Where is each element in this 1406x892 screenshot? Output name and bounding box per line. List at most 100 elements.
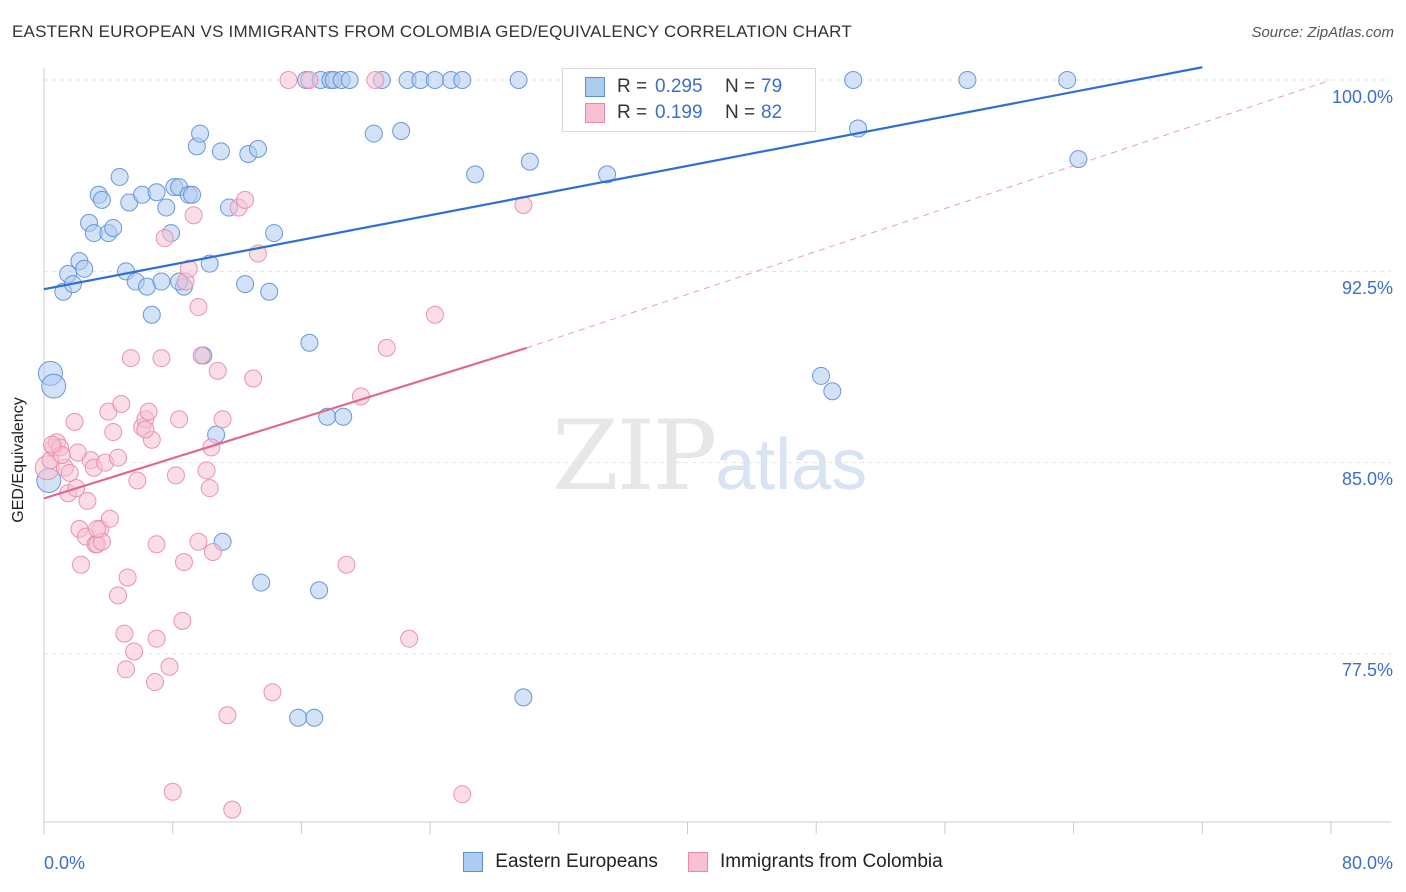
colombia-point [279, 71, 298, 89]
colombia-point [147, 535, 166, 554]
colombia-point [155, 229, 174, 248]
colombia-point [208, 361, 227, 380]
colombia-point [263, 683, 282, 702]
colombia-point [65, 412, 84, 431]
x-tick-label-min: 0.0% [44, 853, 86, 873]
colombia-point [109, 586, 128, 605]
colombia-point [218, 706, 237, 725]
eastern-european-point [812, 366, 831, 385]
colombia-point [100, 509, 119, 528]
colombia-point [68, 443, 87, 462]
eastern-european-point [211, 142, 230, 161]
eastern-european-point [147, 183, 166, 202]
colombia-point [166, 466, 185, 485]
colombia-point [118, 568, 137, 587]
pink-swatch [585, 103, 605, 123]
colombia-point [223, 800, 242, 819]
colombia-point [147, 629, 166, 648]
colombia-point [244, 369, 263, 388]
colombia-point [136, 420, 155, 439]
colombia-point [453, 785, 472, 804]
colombia-point [300, 71, 319, 89]
colombia-point [139, 402, 158, 421]
eastern-european-point [110, 167, 129, 186]
colombia-point [425, 305, 444, 324]
eastern-european-point [453, 71, 472, 89]
eastern-european-point [104, 218, 123, 237]
colombia-point [128, 471, 147, 490]
eastern-european-point [1069, 150, 1088, 169]
colombia-point [179, 259, 198, 278]
r-label: R = [617, 102, 648, 123]
series-legend: Eastern Europeans Immigrants from Colomb… [0, 851, 1406, 873]
eastern-european-point [466, 165, 485, 184]
colombia-point [43, 435, 62, 454]
eastern-european-point [1058, 71, 1077, 89]
colombia-point [78, 491, 97, 510]
eastern-european-point [41, 373, 67, 399]
eastern-european-point [260, 282, 279, 301]
r-label: R = [617, 76, 648, 97]
eastern-european-point [392, 122, 411, 141]
y-tick-label-85: 85.0% [1341, 469, 1393, 489]
legend-item-eastern-europeans: Eastern Europeans [463, 851, 658, 873]
y-tick-label-77-5: 77.5% [1341, 660, 1393, 680]
colombia-point [173, 611, 192, 630]
eastern-european-point [364, 124, 383, 143]
eastern-european-point [236, 275, 255, 294]
colombia-point [203, 542, 222, 561]
eastern-european-point [200, 254, 219, 273]
colombia-point [121, 349, 140, 368]
colombia-point [377, 338, 396, 357]
watermark: ZIPatlas [552, 400, 867, 512]
y-tick-label-100: 100.0% [1331, 87, 1393, 107]
watermark-zip: ZIP [552, 400, 717, 512]
eastern-european-point [265, 224, 284, 243]
colombia-point [213, 410, 232, 429]
colombia-point [72, 555, 91, 574]
colombia-point [170, 410, 189, 429]
blue-swatch [463, 852, 484, 872]
colombia-point [152, 349, 171, 368]
pink-swatch [687, 852, 708, 872]
stats-legend-row-colombia: R = 0.199 N = 82 [585, 101, 782, 125]
eastern-european-point [289, 708, 308, 727]
eastern-european-point [823, 382, 842, 401]
eastern-european-point [340, 71, 359, 89]
eastern-european-point [183, 185, 202, 204]
eastern-european-point [157, 198, 176, 217]
colombia-point [60, 463, 79, 482]
colombia-point [163, 782, 182, 801]
colombia-point [115, 624, 134, 643]
eastern-european-point [520, 152, 539, 171]
colombia-point [192, 346, 211, 365]
colombia-point [146, 673, 165, 692]
eastern-european-point [425, 71, 444, 89]
eastern-european-point [300, 333, 319, 352]
eastern-european-point [509, 71, 528, 89]
colombia-point [337, 555, 356, 574]
colombia-point [202, 438, 221, 457]
eastern-european-point [334, 407, 353, 426]
y-tick-label-92-5: 92.5% [1341, 278, 1393, 298]
n-value: 79 [761, 76, 783, 97]
eastern-european-point [92, 190, 111, 209]
eastern-european-point [844, 71, 863, 89]
colombia-point [184, 206, 203, 225]
n-label: N = [725, 76, 756, 97]
x-tick-label-max: 80.0% [1341, 853, 1393, 873]
eastern-european-point [598, 165, 617, 184]
eastern-european-point [248, 139, 267, 158]
colombia-point [400, 629, 419, 648]
colombia-point [112, 394, 131, 413]
eastern-european-point [305, 708, 324, 727]
blue-swatch [585, 77, 605, 97]
eastern-europeans-trendline [43, 66, 1203, 291]
colombia-point [189, 298, 208, 317]
r-value: 0.199 [655, 102, 703, 123]
eastern-european-point [310, 581, 329, 600]
colombia-point [160, 657, 179, 676]
colombia-point [197, 461, 216, 480]
r-value: 0.295 [655, 76, 703, 97]
